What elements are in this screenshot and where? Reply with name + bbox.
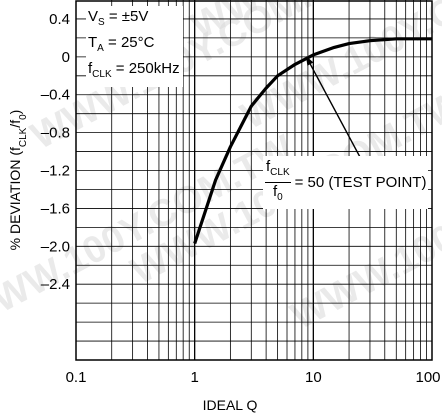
x-tick-label: 10 [305,369,322,386]
y-tick-label: –2.4 [41,276,70,293]
test-point-annotation: fCLK f0 = 50 (TEST POINT) [263,156,429,209]
ambient-temperature: TA = 25°C [88,34,155,54]
y-tick-label: –2.0 [41,238,70,255]
curve-layer [193,37,432,245]
annotation-arrow [307,59,369,173]
conditions-box: VS = ±5V TA = 25°C fCLK = 250kHz [86,6,183,87]
grid [76,0,432,360]
y-tick-label: 0 [62,49,70,66]
x-tick-label: 0.1 [66,369,87,386]
arrowhead [305,55,314,66]
ratio-fraction: fCLK f0 [265,158,291,203]
x-axis-label: IDEAL Q [203,397,258,413]
y-tick-label: –0.4 [41,87,70,104]
y-tick-label: –0.8 [41,125,70,142]
tick-labels: 0.4 0 –0.4 –0.8 –1.2 –1.6 –2.0 –2.4 0.1 1 10 100 [41,11,441,386]
supply-voltage: VS = ±5V [88,8,149,28]
x-tick-label: 100 [415,369,440,386]
y-tick-label: 0.4 [49,11,70,28]
test-point-text: = 50 (TEST POINT) [294,174,427,191]
y-tick-label: –1.6 [41,200,70,217]
x-tick-label: 1 [190,369,198,386]
clock-frequency: fCLK = 250kHz [88,60,180,80]
deviation-curve [193,37,432,245]
plot-frame [75,0,433,361]
y-axis-label: % DEVIATION (fCLK/f0) [7,110,29,251]
y-tick-label: –1.2 [41,163,70,180]
